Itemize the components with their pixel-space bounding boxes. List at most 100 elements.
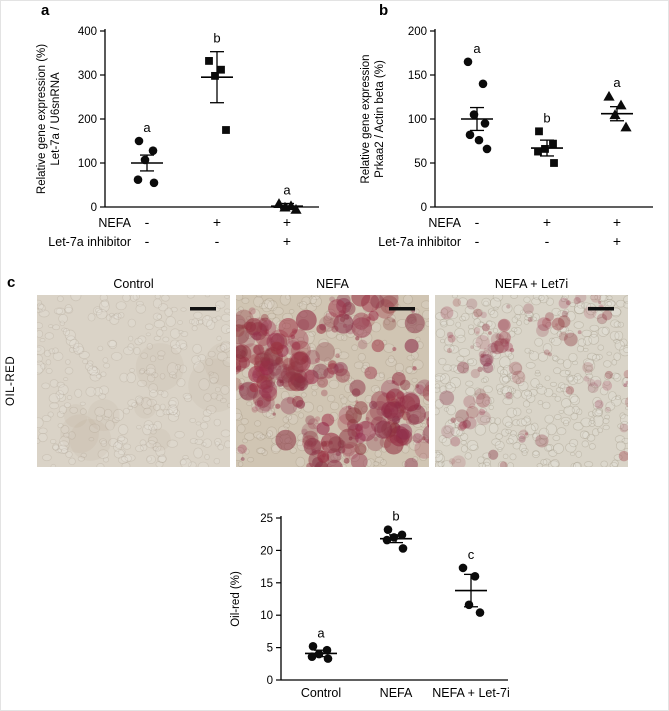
oil-red-stain	[476, 410, 491, 426]
oil-red-stain	[478, 408, 486, 416]
factor-row-label: Let-7a inhibitor	[378, 235, 461, 249]
x-category-label: Control	[301, 686, 341, 700]
oil-red-stain	[535, 434, 549, 448]
x-category-label: NEFA + Let-7i	[432, 686, 509, 700]
oil-red-stain	[422, 384, 429, 402]
factor-row-label: NEFA	[428, 216, 461, 230]
oil-red-stain	[355, 400, 359, 404]
oil-red-stain	[369, 400, 378, 410]
micrograph-panel-nefa: NEFA	[236, 277, 429, 467]
oil-red-stain	[347, 405, 352, 410]
y-axis-label: Relative gene expression	[360, 54, 372, 183]
data-point	[397, 530, 407, 540]
micrograph-background	[435, 295, 628, 467]
oil-red-stain	[351, 295, 371, 307]
data-point	[148, 146, 158, 155]
data-point	[482, 144, 492, 154]
oil-red-stain	[396, 391, 405, 400]
significance-letter: a	[317, 625, 325, 640]
oil-red-stain	[387, 421, 391, 425]
oil-red-stain	[480, 353, 485, 358]
oil-red-stain	[391, 415, 401, 425]
data-point	[279, 201, 291, 212]
oil-red-stain	[364, 366, 378, 380]
oil-red-stain	[365, 408, 383, 426]
oil-red-stain	[598, 300, 602, 305]
oil-red-stain	[317, 450, 330, 463]
oil-red-stain	[323, 440, 330, 447]
oil-red-stain	[490, 332, 505, 347]
oil-red-stain	[293, 350, 309, 365]
oil-red-stain	[371, 339, 385, 353]
oil-red-stain	[315, 342, 336, 362]
factor-value: -	[145, 233, 150, 249]
oil-red-stain	[375, 299, 395, 319]
oil-red-stain	[426, 416, 429, 428]
oil-red-stain	[236, 309, 254, 330]
data-point	[314, 649, 324, 659]
y-tick-label: 5	[267, 643, 273, 655]
data-point	[474, 135, 484, 145]
oil-red-stain	[404, 457, 418, 467]
oil-red-stain	[264, 329, 270, 335]
oil-red-stain	[355, 420, 377, 442]
factor-value: +	[213, 214, 221, 230]
y-tick-label: 300	[78, 70, 97, 82]
factor-value: -	[215, 233, 220, 249]
oil-red-stain	[544, 312, 554, 322]
oil-red-stain	[248, 307, 256, 315]
oil-red-stain	[485, 357, 492, 365]
oil-red-stain	[416, 379, 429, 397]
oil-red-scatter-chart: 0 5 10 15 20 25 Oil-red (%) a b c Control NEFA NEFA …	[230, 509, 510, 700]
oil-red-stain	[396, 412, 402, 418]
significance-letter: b	[392, 509, 399, 524]
oil-red-stain	[261, 385, 278, 402]
micrograph-row: Control NEFA NEFA + Let7i	[37, 277, 628, 467]
oil-red-stain	[278, 317, 299, 338]
oil-red-stain	[257, 393, 275, 412]
oil-red-stain	[275, 364, 295, 384]
y-axis-label: Prkaa2 / Actin beta (%)	[374, 60, 386, 178]
data-point	[383, 525, 393, 534]
significance-letter: c	[468, 547, 475, 562]
data-point	[535, 127, 543, 136]
oil-red-stain	[236, 324, 245, 337]
oil-red-stain	[299, 369, 303, 374]
oil-red-stain	[561, 310, 569, 318]
oil-red-stain	[455, 409, 469, 424]
factor-row-label: NEFA	[98, 216, 131, 230]
oil-red-stain	[323, 367, 335, 379]
oil-red-stain	[289, 357, 300, 367]
oil-red-stain	[470, 368, 481, 379]
oil-red-stain	[450, 436, 461, 447]
oil-red-stain	[249, 354, 261, 365]
oil-red-stain	[368, 310, 379, 321]
oil-red-stain	[480, 353, 493, 367]
y-tick-label: 20	[260, 545, 273, 557]
oil-red-stain	[509, 347, 515, 353]
oil-red-stain	[466, 405, 479, 419]
oil-red-stain	[267, 362, 282, 376]
oil-red-stain	[396, 423, 413, 440]
data-point	[463, 57, 473, 67]
oil-red-stain	[602, 380, 613, 391]
oil-red-stain	[328, 360, 337, 369]
oil-red-stain	[349, 379, 366, 396]
oil-red-stain	[475, 393, 491, 408]
oil-red-stain	[422, 424, 429, 444]
oil-red-stain	[351, 317, 373, 338]
panel-b-scatter-chart: 0 50 100 150 200 Relative gene expression Prka…	[360, 26, 653, 249]
oil-red-stain	[497, 318, 511, 332]
data-point	[322, 645, 332, 655]
oil-red-stain	[475, 335, 490, 350]
oil-red-stain	[462, 419, 471, 429]
oil-red-stain	[333, 361, 348, 377]
factor-value: +	[613, 214, 621, 230]
oil-red-stain	[582, 362, 594, 374]
oil-red-stain	[412, 366, 417, 371]
data-point	[398, 544, 408, 553]
oil-red-stain	[258, 380, 278, 399]
data-point	[620, 121, 632, 132]
micrograph-image-control	[37, 295, 230, 467]
oil-red-stain	[255, 330, 271, 346]
